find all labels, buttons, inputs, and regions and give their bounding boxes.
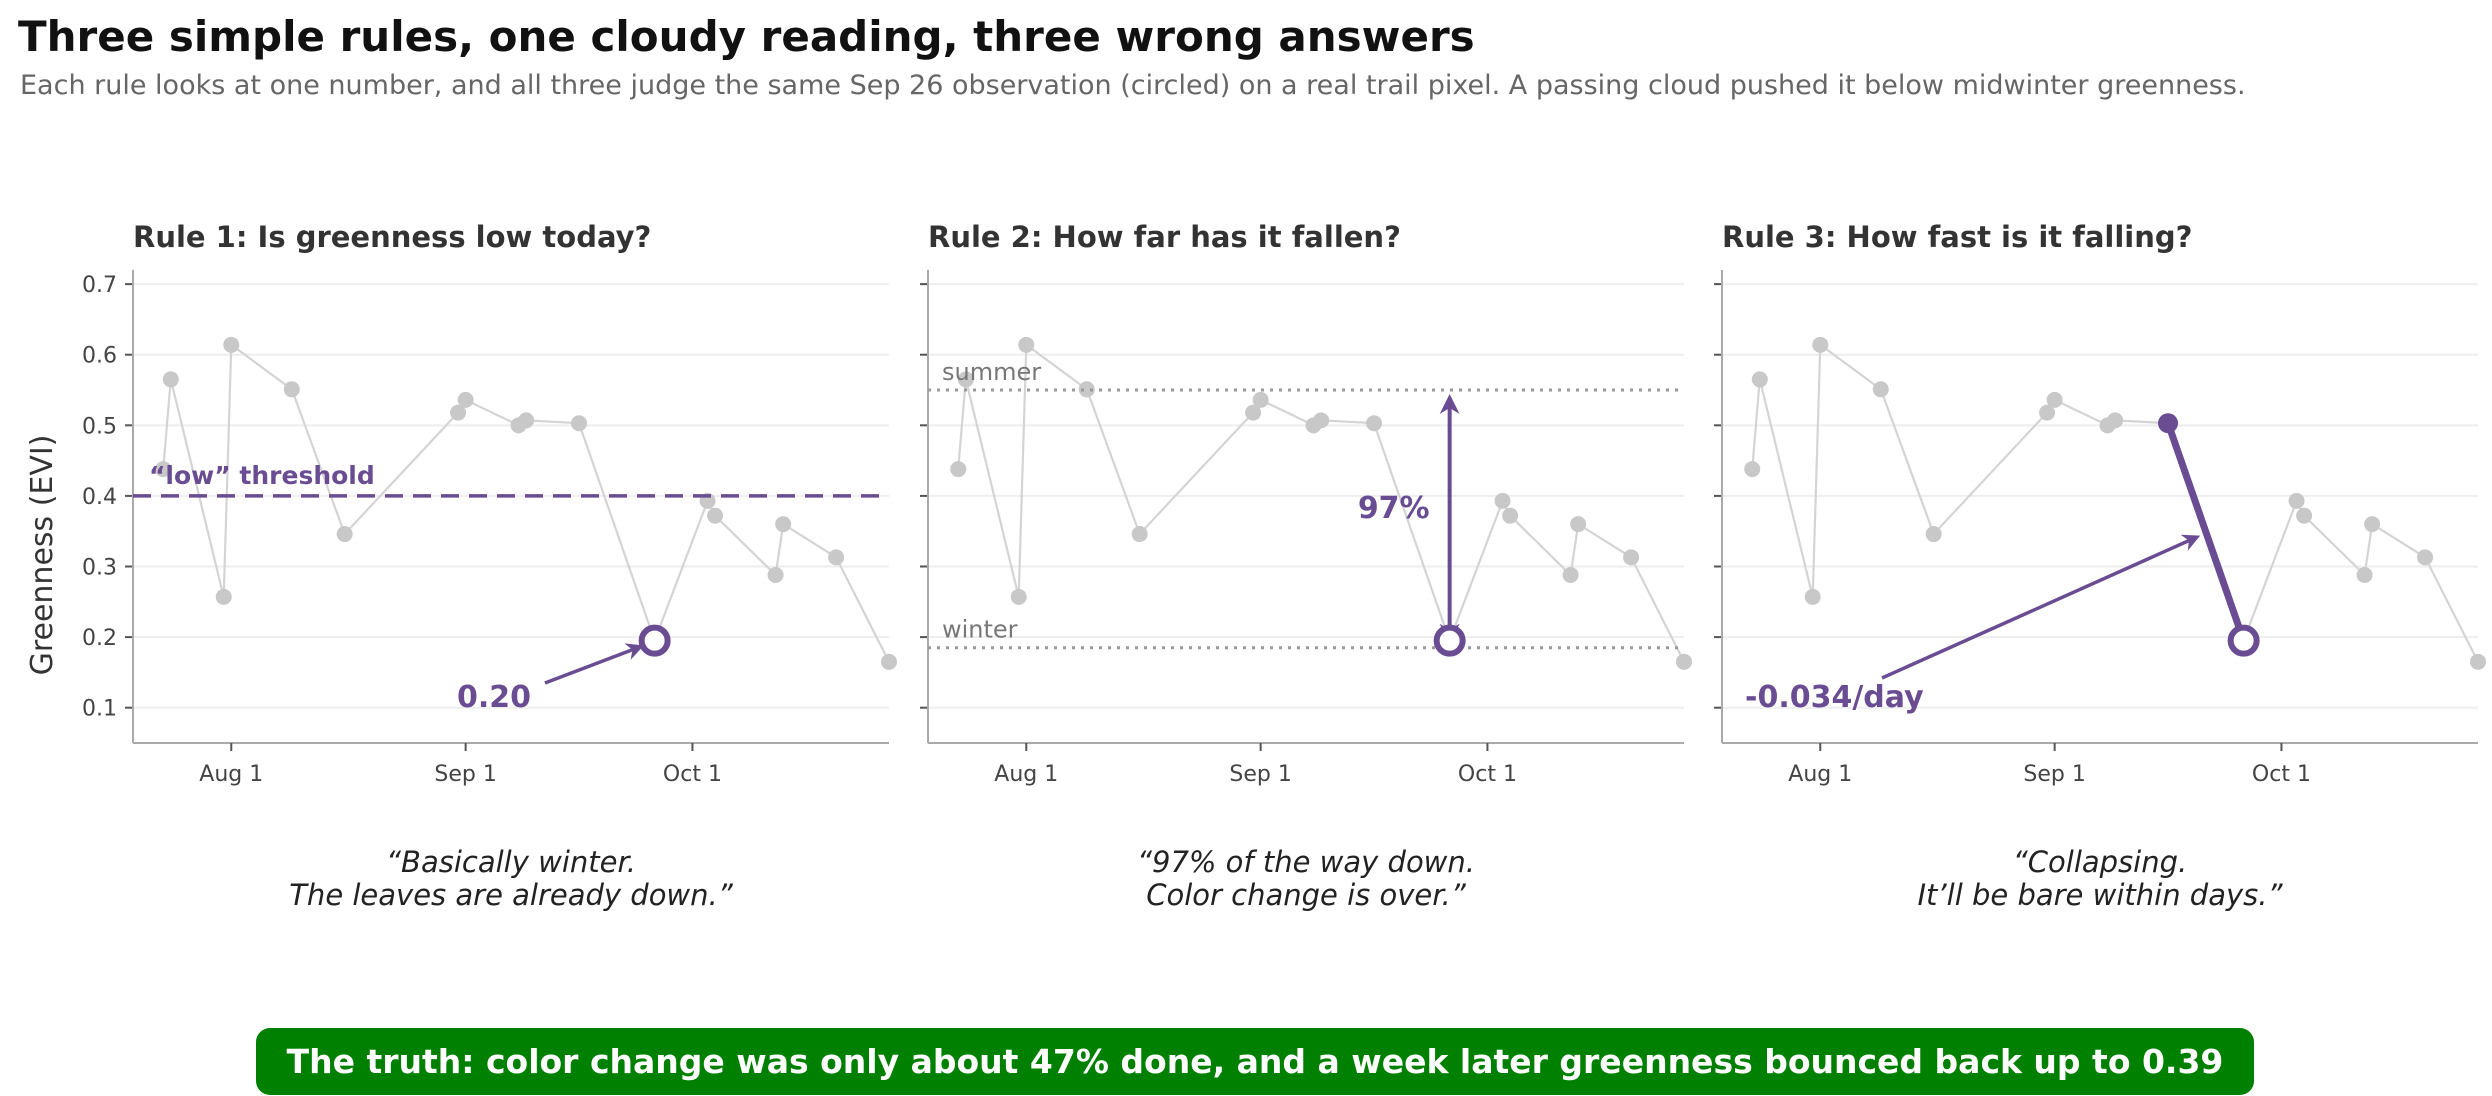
data-point bbox=[571, 415, 588, 432]
data-point bbox=[1804, 588, 1821, 605]
y-tick-label: 0.3 bbox=[82, 556, 117, 581]
data-point bbox=[155, 461, 172, 478]
panel-3: Rule 3: How fast is it falling? Aug 1 Sep … bbox=[1714, 220, 2486, 912]
data-point bbox=[1018, 336, 1035, 353]
verdict-quote-line: “Basically winter. bbox=[386, 845, 636, 879]
data-point bbox=[2356, 566, 2373, 583]
panels: Rule 1: Is greenness low today? 0.1 0.2 0.3… bbox=[82, 220, 2486, 912]
chart-subtitle: Each rule looks at one number, and all t… bbox=[20, 70, 2246, 101]
data-point bbox=[1010, 588, 1027, 605]
y-tick-label: 0.4 bbox=[82, 485, 117, 510]
data-point bbox=[1366, 415, 1383, 432]
verdict-banner: The truth: color change was only about 4… bbox=[256, 1028, 2254, 1095]
chart-title: Three simple rules, one cloudy reading, … bbox=[18, 12, 1475, 61]
data-point bbox=[1494, 492, 1511, 509]
data-point bbox=[336, 526, 353, 543]
data-point bbox=[1744, 461, 1761, 478]
y-tick-label: 0.7 bbox=[82, 273, 117, 298]
data-point bbox=[1078, 381, 1095, 398]
x-tick-label: Oct 1 bbox=[663, 762, 722, 787]
reference-label-summer: summer bbox=[942, 358, 1041, 386]
series-line bbox=[162, 342, 890, 663]
data-point bbox=[215, 588, 232, 605]
value-arrow bbox=[544, 643, 644, 685]
data-point bbox=[2046, 391, 2063, 408]
data-point bbox=[1751, 371, 1768, 388]
data-point bbox=[1313, 412, 1330, 429]
x-tick-label: Aug 1 bbox=[994, 762, 1058, 787]
data-point bbox=[1570, 516, 1587, 533]
x-tick-label: Oct 1 bbox=[1458, 762, 1517, 787]
data-point bbox=[957, 371, 974, 388]
data-point bbox=[283, 381, 300, 398]
panel-2: Rule 2: How far has it fallen? Aug 1 Sep 1… bbox=[920, 220, 1692, 912]
highlighted-observation bbox=[638, 624, 671, 657]
data-point bbox=[767, 566, 784, 583]
x-tick-label: Sep 1 bbox=[2023, 762, 2085, 787]
y-tick-label: 0.5 bbox=[82, 414, 117, 439]
data-point bbox=[2296, 507, 2313, 524]
data-point bbox=[1925, 526, 1942, 543]
rate-annotation: -0.034/day bbox=[1745, 680, 1924, 715]
y-axis-label: Greenness (EVI) bbox=[25, 435, 60, 676]
verdict-quote-line: “Collapsing. bbox=[2013, 845, 2187, 879]
data-point bbox=[2470, 653, 2486, 670]
verdict-text: The truth: color change was only about 4… bbox=[286, 1042, 2224, 1081]
x-tick-label: Aug 1 bbox=[199, 762, 263, 787]
data-point bbox=[1131, 526, 1148, 543]
verdict-quote-line: It’ll be bare within days.” bbox=[1918, 878, 2284, 912]
data-point bbox=[1623, 549, 1640, 566]
data-point bbox=[1252, 391, 1269, 408]
panel-title: Rule 3: How fast is it falling? bbox=[1722, 220, 2192, 254]
percent-annotation: 97% bbox=[1358, 491, 1430, 526]
panel-title: Rule 2: How far has it fallen? bbox=[928, 220, 1401, 254]
slope-segment bbox=[2164, 419, 2248, 645]
y-tick-label: 0.2 bbox=[82, 626, 117, 651]
data-point bbox=[2107, 412, 2124, 429]
reference-label-winter: winter bbox=[942, 616, 1018, 644]
x-tick-label: Oct 1 bbox=[2252, 762, 2311, 787]
data-point bbox=[1676, 653, 1692, 670]
data-point bbox=[1502, 507, 1519, 524]
data-point bbox=[775, 516, 792, 533]
data-point bbox=[518, 412, 535, 429]
data-point bbox=[2417, 549, 2434, 566]
panel-title: Rule 1: Is greenness low today? bbox=[133, 220, 651, 254]
slope-start-point bbox=[2158, 413, 2179, 434]
data-point bbox=[881, 653, 897, 670]
threshold-label: “low” threshold bbox=[149, 461, 375, 490]
data-point bbox=[1872, 381, 1889, 398]
data-point bbox=[2288, 492, 2305, 509]
verdict-quote-line: Color change is over.” bbox=[1146, 878, 1466, 912]
y-tick-label: 0.1 bbox=[82, 697, 117, 722]
data-point bbox=[950, 461, 967, 478]
series-line bbox=[957, 342, 1685, 663]
data-point bbox=[223, 336, 240, 353]
data-point bbox=[2039, 404, 2056, 421]
data-point bbox=[450, 404, 467, 421]
highlighted-observation bbox=[1433, 624, 1466, 657]
figure-canvas: Greenness (EVI) Rule 1: Is greenness low… bbox=[25, 220, 2486, 912]
data-point bbox=[1562, 566, 1579, 583]
data-point bbox=[2364, 516, 2381, 533]
data-point bbox=[1812, 336, 1829, 353]
x-tick-label: Aug 1 bbox=[1788, 762, 1852, 787]
x-tick-label: Sep 1 bbox=[1229, 762, 1291, 787]
data-point bbox=[1245, 404, 1262, 421]
series-line bbox=[1751, 342, 2479, 663]
rate-arrow bbox=[1881, 534, 2201, 680]
verdict-quote-line: The leaves are already down.” bbox=[289, 878, 734, 912]
data-point bbox=[828, 549, 845, 566]
x-tick-label: Sep 1 bbox=[434, 762, 496, 787]
data-point bbox=[162, 371, 179, 388]
verdict-quote-line: “97% of the way down. bbox=[1137, 845, 1475, 879]
y-tick-label: 0.6 bbox=[82, 344, 117, 369]
panel-1: Rule 1: Is greenness low today? 0.1 0.2 0.3… bbox=[82, 220, 897, 912]
highlighted-observation bbox=[2227, 624, 2260, 657]
data-point bbox=[457, 391, 474, 408]
data-point bbox=[707, 507, 724, 524]
value-annotation: 0.20 bbox=[457, 680, 531, 715]
